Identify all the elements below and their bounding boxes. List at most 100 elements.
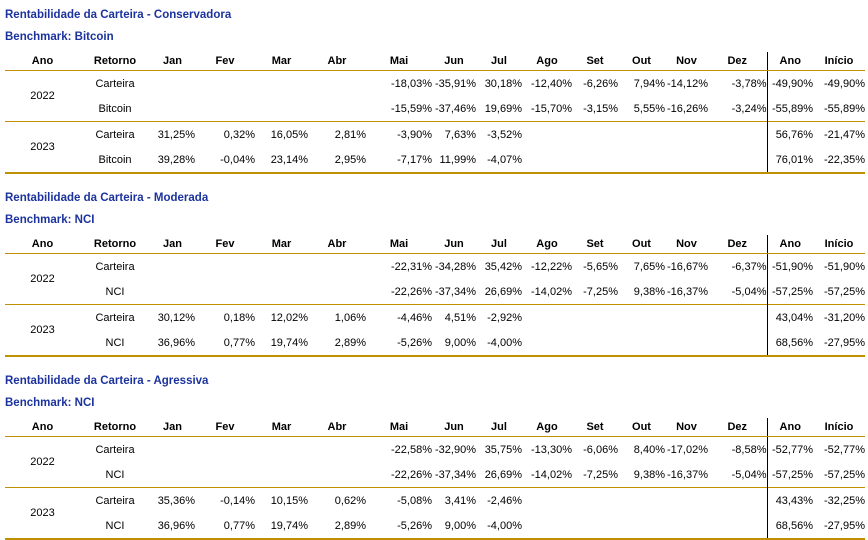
month-value-cell: 0,77% bbox=[223, 519, 255, 532]
month-value-cell bbox=[255, 437, 308, 463]
month-value-cell: 30,18% bbox=[484, 77, 522, 90]
month-value-cell: 1,06% bbox=[308, 304, 366, 330]
column-header: Nov bbox=[665, 418, 708, 437]
column-header: Out bbox=[618, 418, 665, 437]
month-value-cell: -14,12% bbox=[667, 77, 708, 90]
year-total-cell: -49,90% bbox=[766, 70, 813, 96]
month-value-cell: 2,95% bbox=[334, 153, 366, 166]
column-header: Ano bbox=[5, 418, 80, 437]
month-value-cell bbox=[150, 462, 195, 488]
month-value-cell: -4,00% bbox=[487, 336, 522, 349]
row-label: Carteira bbox=[80, 121, 150, 147]
month-value-cell: -22,31% bbox=[391, 260, 432, 273]
column-header: Fev bbox=[195, 418, 255, 437]
month-value-cell: -6,26% bbox=[583, 77, 618, 90]
month-value-cell: -4,07% bbox=[487, 153, 522, 166]
table-row: NCI 36,96% 0,77% 19,74% 2,89% -5,26% 9,00% -4,0… bbox=[5, 330, 865, 356]
section-title: Rentabilidade da Carteira - Moderada bbox=[5, 192, 209, 204]
column-header: Jan bbox=[150, 418, 195, 437]
year-total-cell: 76,01% bbox=[766, 147, 813, 173]
month-value-cell: 7,65% bbox=[633, 260, 665, 273]
month-value-cell bbox=[308, 437, 366, 463]
month-value-cell bbox=[195, 71, 255, 97]
month-value-cell: 7,63% bbox=[432, 121, 476, 147]
month-value-cell: -37,34% bbox=[435, 285, 476, 298]
month-value-cell: 10,15% bbox=[255, 487, 308, 513]
month-value-cell: 8,40% bbox=[633, 443, 665, 456]
year-cell: 2022 bbox=[30, 90, 55, 102]
column-header: Set bbox=[572, 235, 618, 254]
month-value-cell: -12,22% bbox=[531, 260, 572, 273]
month-value-cell bbox=[618, 304, 665, 330]
table-row: 2022 Carteira -22,58% -32,90% 35,75% -13,30% -… bbox=[5, 436, 865, 468]
month-value-cell: -3,78% bbox=[731, 77, 767, 90]
month-value-cell: -5,04% bbox=[731, 285, 767, 298]
month-value-cell: -35,91% bbox=[435, 77, 476, 90]
column-header: Mar bbox=[255, 52, 308, 71]
month-value-cell: -3,52% bbox=[476, 121, 522, 147]
month-value-cell: 16,05% bbox=[255, 121, 308, 147]
inception-value-cell: -57,25% bbox=[824, 468, 865, 481]
column-header: Mar bbox=[255, 235, 308, 254]
month-value-cell: 35,42% bbox=[484, 260, 522, 273]
month-value-cell bbox=[308, 254, 366, 280]
column-header: Set bbox=[572, 418, 618, 437]
column-header: Ago bbox=[522, 235, 572, 254]
row-label: Bitcoin bbox=[98, 153, 132, 166]
month-value-cell bbox=[665, 121, 708, 147]
month-value-cell bbox=[255, 279, 308, 305]
month-value-cell bbox=[255, 71, 308, 97]
month-value-cell bbox=[618, 487, 665, 513]
month-value-cell: -0,14% bbox=[195, 487, 255, 513]
column-header: Ago bbox=[522, 52, 572, 71]
column-header: Jan bbox=[150, 235, 195, 254]
month-value-cell bbox=[150, 279, 195, 305]
month-value-cell: 12,02% bbox=[255, 304, 308, 330]
month-value-cell bbox=[522, 330, 572, 356]
year-total-cell: 43,04% bbox=[766, 304, 813, 330]
year-total-cell: 43,43% bbox=[766, 487, 813, 513]
benchmark-label: Benchmark: Bitcoin bbox=[5, 31, 114, 43]
returns-table: Ano Retorno Jan Fev Mar Abr Mai Jun Jul Ago Set Out… bbox=[5, 418, 865, 540]
month-value-cell: -5,04% bbox=[731, 468, 767, 481]
month-value-cell: -34,28% bbox=[435, 260, 476, 273]
month-value-cell bbox=[150, 71, 195, 97]
inception-value-cell: -55,89% bbox=[824, 102, 865, 115]
month-value-cell bbox=[618, 121, 665, 147]
month-value-cell: -5,26% bbox=[397, 336, 432, 349]
month-value-cell: 7,94% bbox=[633, 77, 665, 90]
column-header: Retorno bbox=[80, 235, 150, 254]
month-value-cell: 2,89% bbox=[334, 519, 366, 532]
month-value-cell: 39,28% bbox=[157, 153, 195, 166]
month-value-cell: -2,92% bbox=[476, 304, 522, 330]
month-value-cell bbox=[195, 96, 255, 122]
month-value-cell bbox=[665, 304, 708, 330]
month-value-cell bbox=[572, 487, 618, 513]
section-title: Rentabilidade da Carteira - Conservadora bbox=[5, 9, 232, 21]
column-header: Fev bbox=[195, 52, 255, 71]
returns-table: Ano Retorno Jan Fev Mar Abr Mai Jun Jul Ago Set Out… bbox=[5, 52, 865, 174]
month-value-cell: -22,26% bbox=[391, 285, 432, 298]
month-value-cell bbox=[572, 147, 618, 173]
month-value-cell: -14,02% bbox=[531, 468, 572, 481]
month-value-cell bbox=[522, 513, 572, 539]
month-value-cell: -16,26% bbox=[667, 102, 708, 115]
column-header: Início bbox=[813, 418, 865, 437]
column-header: Fev bbox=[195, 235, 255, 254]
month-value-cell bbox=[618, 330, 665, 356]
column-header: Dez bbox=[708, 52, 767, 71]
year-total-cell: 56,76% bbox=[766, 121, 813, 147]
column-header: Out bbox=[618, 52, 665, 71]
month-value-cell bbox=[618, 147, 665, 173]
column-header: Dez bbox=[708, 235, 767, 254]
month-value-cell: -15,70% bbox=[531, 102, 572, 115]
inception-value-cell: -52,77% bbox=[824, 443, 865, 456]
inception-value-cell: -31,20% bbox=[813, 304, 865, 330]
month-value-cell bbox=[255, 96, 308, 122]
column-header: Retorno bbox=[80, 52, 150, 71]
month-value-cell bbox=[522, 121, 572, 147]
month-value-cell: 19,74% bbox=[270, 519, 308, 532]
table-row: 2023 Carteira 31,25% 0,32% 16,05% 2,81% -3,90%… bbox=[5, 121, 865, 173]
year-total-cell: -52,77% bbox=[766, 436, 813, 462]
month-value-cell bbox=[195, 462, 255, 488]
